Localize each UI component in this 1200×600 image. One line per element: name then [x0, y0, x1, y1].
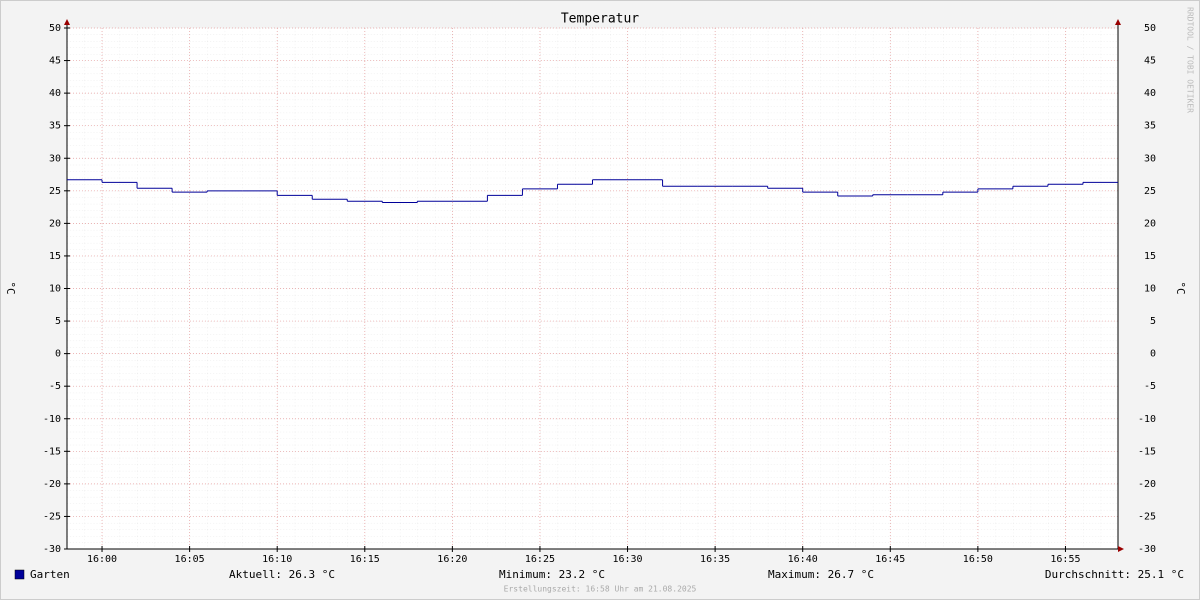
x-tick-label: 16:45: [875, 554, 905, 565]
plot: [67, 27, 1118, 550]
y2-tick-label: 15: [1144, 251, 1156, 262]
x-arrow: [1118, 546, 1124, 552]
y-tick-label: 35: [49, 121, 61, 132]
y-tick-label: 0: [55, 349, 61, 360]
y-tick-label: -25: [43, 511, 61, 522]
stat-name: Maximum:: [768, 568, 821, 581]
watermark: RRDTOOL / TOBI OETIKER: [1186, 7, 1195, 113]
stat: Aktuell: 26.3 °C: [229, 568, 335, 581]
y2-tick-label: -30: [1138, 544, 1156, 555]
x-tick-label: 16:00: [87, 554, 117, 565]
y-tick-label: 40: [49, 88, 61, 99]
stat: Minimum: 23.2 °C: [499, 568, 605, 581]
x-tick-label: 16:10: [262, 554, 292, 565]
y-tick-label: 45: [49, 56, 61, 67]
y-tick-label: 15: [49, 251, 61, 262]
y2-tick-label: 25: [1144, 186, 1156, 197]
y2-tick-label: -15: [1138, 446, 1156, 457]
y-tick-label: -30: [43, 544, 61, 555]
y2-tick-label: 50: [1144, 23, 1156, 34]
y2-tick-label: -25: [1138, 511, 1156, 522]
y-tick-label: 20: [49, 218, 61, 229]
y2-tick-label: 5: [1150, 316, 1156, 327]
x-tick-label: 16:55: [1050, 554, 1080, 565]
y-arrow: [64, 19, 70, 25]
stat-name: Durchschnitt:: [1045, 568, 1131, 581]
y2-tick-label: 10: [1144, 284, 1156, 295]
y-tick-label: -20: [43, 479, 61, 490]
y2-tick-label: 45: [1144, 56, 1156, 67]
chart-title: Temperatur: [561, 12, 639, 27]
y2-tick-label: 35: [1144, 121, 1156, 132]
x-tick-label: 16:25: [525, 554, 555, 565]
stat: Maximum: 26.7 °C: [768, 568, 874, 581]
y-tick-label: 5: [55, 316, 61, 327]
stat-value: 25.1 °C: [1138, 568, 1184, 581]
x-tick-label: 16:50: [963, 554, 993, 565]
stat-value: 26.3 °C: [289, 568, 335, 581]
stat-name: Aktuell:: [229, 568, 282, 581]
y2-tick-label: -20: [1138, 479, 1156, 490]
y-tick-label: -5: [49, 381, 61, 392]
x-tick-label: 16:05: [175, 554, 205, 565]
y-tick-label: 25: [49, 186, 61, 197]
x-tick-label: 16:20: [437, 554, 467, 565]
x-tick-label: 16:35: [700, 554, 730, 565]
y2-tick-label: -10: [1138, 414, 1156, 425]
stat-value: 23.2 °C: [559, 568, 605, 581]
legend-swatch: [14, 569, 25, 580]
y2-tick-label: 40: [1144, 88, 1156, 99]
y2-tick-label: 30: [1144, 153, 1156, 164]
x-tick-label: 16:40: [788, 554, 818, 565]
y-tick-label: -15: [43, 446, 61, 457]
y-tick-label: -10: [43, 414, 61, 425]
y-tick-label: 50: [49, 23, 61, 34]
y-tick-label: 30: [49, 153, 61, 164]
y-axis-label: °C: [4, 281, 17, 294]
y2-arrow: [1115, 19, 1121, 25]
y2-axis-label: °C: [1174, 281, 1187, 294]
footer: Erstellungszeit: 16:58 Uhr am 21.08.2025: [504, 585, 697, 594]
y2-tick-label: 20: [1144, 218, 1156, 229]
stat-value: 26.7 °C: [828, 568, 874, 581]
stat: Durchschnitt: 25.1 °C: [1045, 568, 1184, 581]
legend-label: Garten: [30, 568, 70, 581]
y2-tick-label: 0: [1150, 349, 1156, 360]
x-tick-label: 16:30: [612, 554, 642, 565]
stat-name: Minimum:: [499, 568, 552, 581]
y2-tick-label: -5: [1144, 381, 1156, 392]
x-tick-label: 16:15: [350, 554, 380, 565]
y-tick-label: 10: [49, 284, 61, 295]
